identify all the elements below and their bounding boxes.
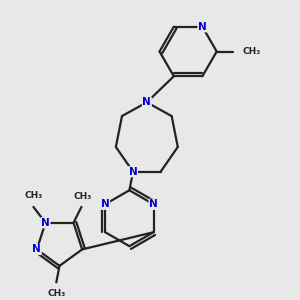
Text: N: N xyxy=(129,167,137,177)
Text: CH₃: CH₃ xyxy=(47,289,65,298)
Text: N: N xyxy=(101,199,110,209)
Text: N: N xyxy=(142,97,151,107)
Text: CH₃: CH₃ xyxy=(74,191,92,200)
Text: CH₃: CH₃ xyxy=(24,191,43,200)
Text: CH₃: CH₃ xyxy=(242,47,260,56)
Text: N: N xyxy=(198,22,207,32)
Text: N: N xyxy=(149,199,158,209)
Text: N: N xyxy=(32,244,41,254)
Text: N: N xyxy=(41,218,50,228)
